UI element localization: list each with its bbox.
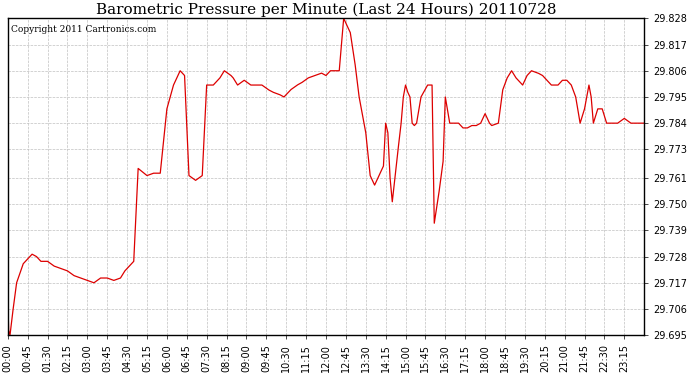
Text: Copyright 2011 Cartronics.com: Copyright 2011 Cartronics.com [11,25,157,34]
Title: Barometric Pressure per Minute (Last 24 Hours) 20110728: Barometric Pressure per Minute (Last 24 … [96,3,556,17]
